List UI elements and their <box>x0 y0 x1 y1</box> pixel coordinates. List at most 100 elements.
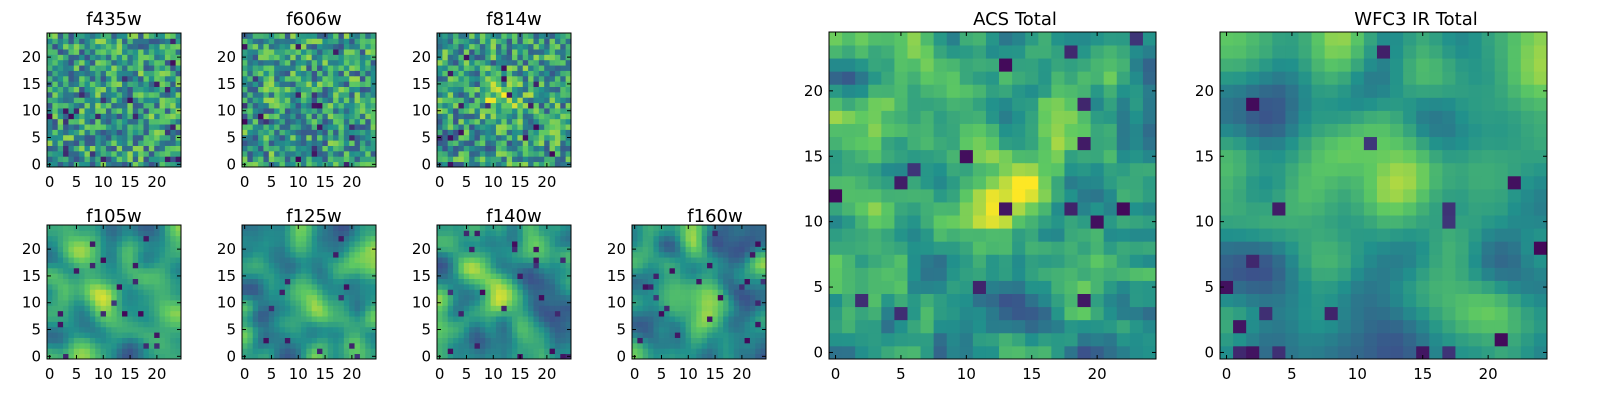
heatmap-cell <box>132 113 139 120</box>
heatmap-cell <box>57 342 64 349</box>
heatmap-cell <box>560 337 567 344</box>
heatmap-cell <box>437 102 443 109</box>
heatmap-cell <box>284 140 291 146</box>
heatmap-cell <box>279 310 286 317</box>
heatmap-cell <box>474 38 481 45</box>
heatmap-cell <box>728 262 735 269</box>
heatmap-cell <box>474 145 481 152</box>
heatmap-cell <box>105 225 112 231</box>
heatmap-cell <box>263 75 270 82</box>
heatmap-cell <box>749 305 756 312</box>
heatmap-cell <box>148 59 155 66</box>
heatmap-cell <box>164 81 171 87</box>
heatmap-cell <box>89 305 96 312</box>
heatmap-cell <box>68 108 75 114</box>
heatmap-cell <box>648 353 654 360</box>
heatmap-cell <box>111 59 118 66</box>
heatmap-cell <box>63 108 69 114</box>
heatmap-cell <box>1064 306 1078 321</box>
heatmap-cell <box>533 108 540 114</box>
heatmap-cell <box>554 124 561 130</box>
heatmap-cell <box>538 156 545 163</box>
heatmap-cell <box>89 230 96 237</box>
heatmap-cell <box>549 97 556 104</box>
heatmap-cell <box>300 353 307 360</box>
heatmap-cell <box>517 43 524 50</box>
heatmap-cell <box>252 118 259 125</box>
heatmap-cell <box>463 140 470 146</box>
heatmap-cell <box>359 145 366 152</box>
heatmap-cell <box>311 241 318 247</box>
heatmap-cell <box>749 251 756 258</box>
heatmap-cell <box>495 97 502 104</box>
heatmap-cell <box>458 246 465 253</box>
heatmap-cell <box>985 202 1000 216</box>
heatmap-cell <box>95 348 101 355</box>
heatmap-cell <box>479 251 486 258</box>
heatmap-cell <box>295 156 302 163</box>
heatmap-cell <box>359 342 366 349</box>
heatmap-cell <box>554 145 561 152</box>
heatmap-cell <box>317 353 323 360</box>
heatmap-cell <box>463 278 470 285</box>
heatmap-cell <box>274 326 280 333</box>
heatmap-cell <box>1051 345 1065 360</box>
heatmap-cell <box>458 316 465 322</box>
heatmap-cell <box>1142 254 1157 268</box>
heatmap-cell <box>744 267 751 274</box>
heatmap-cell <box>84 145 91 152</box>
heatmap-cell <box>517 278 524 285</box>
heatmap-cell <box>311 294 318 301</box>
heatmap-cell <box>479 156 486 163</box>
heatmap-cell <box>829 267 843 281</box>
x-tick-label: 10 <box>289 173 308 191</box>
heatmap-cell <box>274 225 280 231</box>
heatmap-cell <box>469 161 475 168</box>
heatmap-cell <box>333 118 339 125</box>
heatmap-cell <box>116 54 123 61</box>
heatmap-cell <box>317 251 323 258</box>
heatmap-cell <box>279 161 286 168</box>
heatmap-cell <box>554 262 561 269</box>
heatmap-cell <box>354 267 361 274</box>
heatmap-cell <box>760 230 767 237</box>
heatmap-cell <box>1116 241 1131 255</box>
heatmap-cell <box>972 215 987 229</box>
heatmap-cell <box>560 124 567 130</box>
heatmap-cell <box>127 262 134 269</box>
heatmap-cell <box>354 97 361 104</box>
heatmap-cell <box>343 70 350 77</box>
heatmap-cell <box>84 124 91 130</box>
heatmap-cell <box>458 150 465 157</box>
heatmap-cell <box>723 289 729 296</box>
heatmap-cell <box>712 283 719 290</box>
heatmap-cell <box>690 348 697 355</box>
heatmap-cell <box>723 316 729 322</box>
heatmap-cell <box>920 306 935 321</box>
heatmap-cell <box>728 235 735 242</box>
heatmap-cell <box>701 251 708 258</box>
heatmap-cell <box>637 235 644 242</box>
heatmap-cell <box>100 59 107 66</box>
heatmap-cell <box>1116 175 1131 190</box>
heatmap-cell <box>712 294 719 301</box>
heatmap-cell <box>242 241 248 247</box>
heatmap-cell <box>637 273 644 279</box>
heatmap-cell <box>247 134 254 141</box>
heatmap-cell <box>311 332 318 338</box>
heatmap-cell <box>89 145 96 152</box>
heatmap-cell <box>247 129 254 136</box>
heatmap-cell <box>154 310 160 317</box>
heatmap-cell <box>894 267 908 281</box>
heatmap-cell <box>333 294 339 301</box>
heatmap-cell <box>354 300 361 306</box>
heatmap-cell <box>154 257 160 263</box>
heatmap-cell <box>442 262 449 269</box>
heatmap-cell <box>933 228 948 242</box>
heatmap-cell <box>370 33 377 39</box>
heatmap-cell <box>437 348 443 355</box>
heatmap-cell <box>485 278 491 285</box>
heatmap-cell <box>501 59 508 66</box>
heatmap-cell <box>122 140 128 146</box>
heatmap-cell <box>1129 202 1144 216</box>
